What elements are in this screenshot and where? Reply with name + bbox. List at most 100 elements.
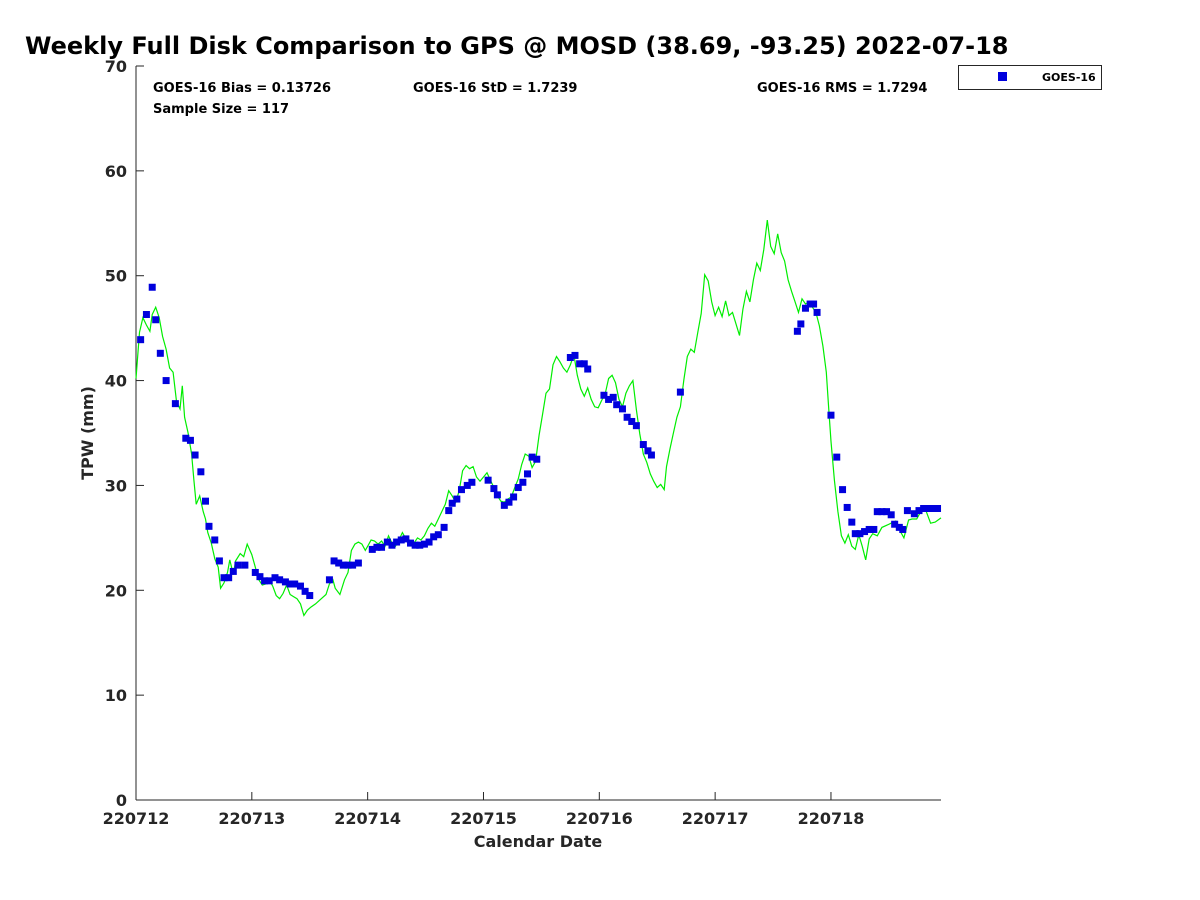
goes16-data-point xyxy=(523,470,531,478)
goes16-data-point xyxy=(407,539,415,547)
goes16-data-point xyxy=(910,510,918,518)
goes16-data-point xyxy=(220,574,228,582)
goes16-data-point xyxy=(416,541,424,549)
goes16-data-point xyxy=(142,311,150,319)
goes16-data-point xyxy=(903,507,911,515)
goes16-data-point xyxy=(325,576,333,584)
legend-marker-goes16 xyxy=(998,72,1007,81)
goes16-data-point xyxy=(393,538,401,546)
goes16-data-point xyxy=(793,327,801,335)
goes16-data-point xyxy=(924,504,932,512)
goes16-data-point xyxy=(186,436,194,444)
legend: GOES-16 xyxy=(958,65,1102,90)
legend-label-goes16: GOES-16 xyxy=(1042,71,1096,84)
goes16-data-point xyxy=(306,592,314,600)
legend-box xyxy=(958,65,1102,90)
goes16-data-point xyxy=(843,503,851,511)
goes16-data-point xyxy=(388,541,396,549)
goes16-data-point xyxy=(873,508,881,516)
goes16-data-point xyxy=(851,530,859,538)
goes16-data-point xyxy=(256,573,264,581)
goes16-data-point xyxy=(197,468,205,476)
goes16-data-point xyxy=(801,304,809,312)
goes16-data-point xyxy=(810,300,818,308)
goes16-data-point xyxy=(676,388,684,396)
goes16-data-point xyxy=(402,535,410,543)
goes16-data-point xyxy=(225,574,233,582)
goes16-data-point xyxy=(623,413,631,421)
goes16-data-point xyxy=(457,486,465,494)
goes16-data-point xyxy=(171,400,179,408)
goes16-data-point xyxy=(156,349,164,357)
goes16-data-point xyxy=(647,451,655,459)
goes16-data-point xyxy=(533,455,541,463)
goes16-data-point xyxy=(286,580,294,588)
goes16-data-point xyxy=(490,485,498,493)
goes16-data-point xyxy=(870,525,878,533)
goes16-data-point xyxy=(152,316,160,324)
x-tick-label: 220718 xyxy=(798,809,865,828)
goes16-data-point xyxy=(861,528,869,536)
goes16-data-point xyxy=(848,518,856,526)
goes16-data-point xyxy=(281,578,289,586)
goes16-data-point xyxy=(440,523,448,531)
goes16-data-point xyxy=(571,351,579,359)
goes16-data-point xyxy=(182,434,190,442)
goes16-data-point xyxy=(463,481,471,489)
goes16-data-point xyxy=(632,422,640,430)
goes16-data-point xyxy=(215,557,223,565)
goes16-data-point xyxy=(528,453,536,461)
goes16-data-point xyxy=(833,453,841,461)
goes16-data-point xyxy=(373,543,381,551)
goes16-data-point xyxy=(505,498,513,506)
goes16-data-point xyxy=(296,582,304,590)
goes16-data-point xyxy=(229,567,237,575)
goes16-data-point xyxy=(301,587,309,595)
goes16-data-point xyxy=(349,561,357,569)
goes16-data-point xyxy=(600,391,608,399)
goes16-data-point xyxy=(335,559,343,567)
goes16-data-point xyxy=(827,411,835,419)
goes16-data-point xyxy=(468,478,476,486)
goes16-data-point xyxy=(251,568,259,576)
x-tick-label: 220714 xyxy=(334,809,401,828)
goes16-series-markers xyxy=(137,283,942,600)
goes16-data-point xyxy=(514,484,522,492)
goes16-data-point xyxy=(162,377,170,385)
goes16-data-point xyxy=(613,401,621,409)
x-tick-label: 220717 xyxy=(682,809,749,828)
goes16-data-point xyxy=(891,520,899,528)
goes16-data-point xyxy=(580,360,588,368)
plot-area xyxy=(135,66,941,801)
goes16-data-point xyxy=(383,538,391,546)
y-axis-label: TPW (mm) xyxy=(78,386,97,480)
goes16-data-point xyxy=(639,441,647,449)
goes16-data-point xyxy=(291,580,299,588)
stat-std: GOES-16 StD = 1.7239 xyxy=(413,81,577,96)
goes16-data-point xyxy=(584,365,592,373)
goes16-data-point xyxy=(241,561,249,569)
goes16-data-point xyxy=(510,493,518,501)
goes16-data-point xyxy=(234,561,242,569)
y-tick-label: 60 xyxy=(105,162,127,181)
goes16-data-point xyxy=(566,354,574,362)
x-tick-label: 220715 xyxy=(450,809,517,828)
goes16-data-point xyxy=(644,447,652,455)
goes16-data-point xyxy=(420,540,428,548)
goes16-data-point xyxy=(899,525,907,533)
goes16-data-point xyxy=(411,541,419,549)
goes16-data-point xyxy=(330,557,338,565)
goes16-data-point xyxy=(448,499,456,507)
goes16-data-point xyxy=(797,320,805,328)
stat-bias: GOES-16 Bias = 0.13726 xyxy=(153,81,331,96)
goes16-data-point xyxy=(878,508,886,516)
x-tick-label: 220716 xyxy=(566,809,633,828)
goes16-data-point xyxy=(493,491,501,499)
goes16-data-point xyxy=(445,507,453,515)
goes16-data-point xyxy=(628,417,636,425)
goes16-data-point xyxy=(378,543,386,551)
goes16-data-point xyxy=(813,308,821,316)
goes16-data-point xyxy=(205,522,213,530)
goes16-data-point xyxy=(344,561,352,569)
